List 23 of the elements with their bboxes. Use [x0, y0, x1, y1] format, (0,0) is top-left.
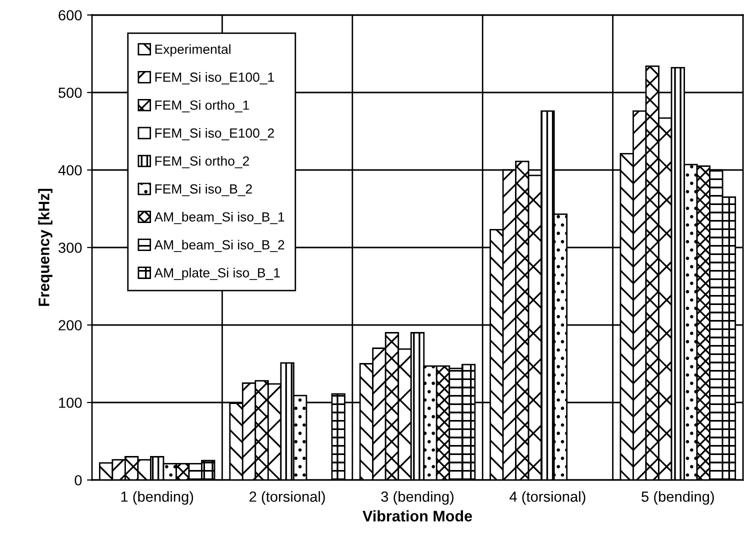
x-tick-label: 1 (bending) — [121, 491, 194, 505]
legend-label: AM_beam_Si iso_B_1 — [154, 212, 284, 224]
y-tick-label: 600 — [58, 10, 82, 20]
y-axis-title: Frequency [kHz] — [38, 188, 52, 306]
legend-label: AM_beam_Si iso_B_2 — [154, 240, 284, 252]
x-tick-label: 4 (torsional) — [510, 491, 586, 505]
y-tick-label: 400 — [58, 165, 82, 176]
legend-label: FEM_Si iso_E100_1 — [155, 72, 274, 84]
legend-label: FEM_Si iso_B_2 — [155, 184, 252, 196]
y-tick-label: 500 — [58, 88, 82, 98]
x-tick-label: 2 (torsional) — [250, 491, 325, 505]
x-axis-title: Vibration Mode — [362, 510, 472, 522]
y-tick-label: 300 — [58, 242, 82, 253]
y-tick-label: 100 — [59, 398, 82, 408]
y-tick-label: 200 — [58, 320, 82, 330]
legend-label: AM_plate_Si iso_B_1 — [154, 268, 280, 280]
x-tick-label: 5 (bending) — [642, 491, 714, 505]
legend-label: Experimental — [155, 44, 230, 57]
legend-label: FEM_Si iso_E100_2 — [155, 128, 274, 140]
legend-label: FEM_Si ortho_2 — [155, 156, 249, 168]
legend-label: FEM_Si ortho_1 — [155, 100, 249, 112]
x-tick-label: 3 (bending) — [381, 491, 454, 505]
y-tick-label: 0 — [74, 475, 82, 486]
